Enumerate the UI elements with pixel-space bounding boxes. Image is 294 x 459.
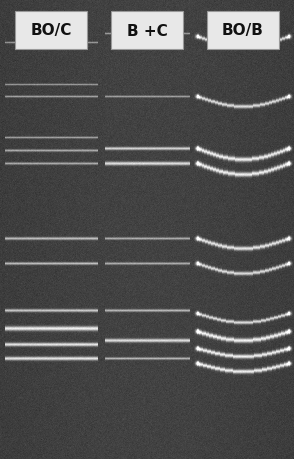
Text: BO/B: BO/B	[222, 23, 264, 39]
Bar	[207, 12, 279, 50]
Text: BO/C: BO/C	[30, 23, 72, 39]
Bar	[111, 12, 183, 50]
Text: B +C: B +C	[127, 23, 167, 39]
Bar	[15, 12, 87, 50]
